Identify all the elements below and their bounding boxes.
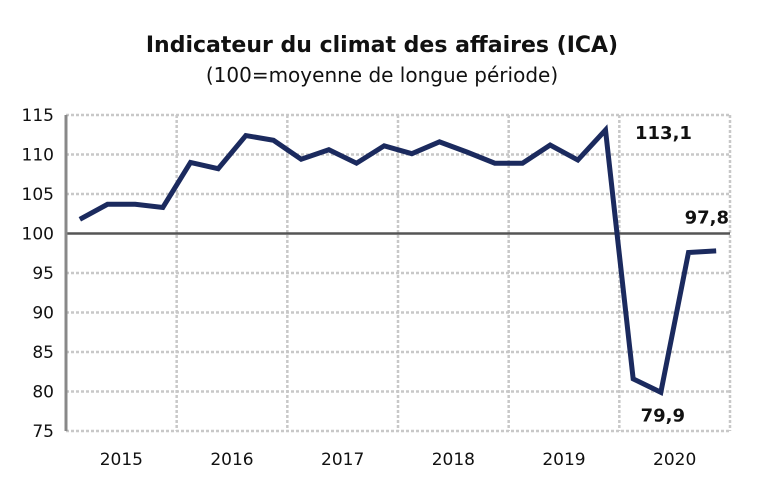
x-tick-label: 2015 [100,450,143,470]
y-tick-label: 105 [22,185,54,205]
y-tick-label: 80 [32,383,54,403]
y-tick-label: 90 [32,304,54,324]
chart-subtitle: (100=moyenne de longue période) [206,63,558,87]
x-tick-label: 2020 [653,450,696,470]
x-tick-label: 2018 [432,450,475,470]
x-tick-label: 2017 [321,450,364,470]
y-tick-label: 115 [22,106,54,126]
data-label: 113,1 [635,123,692,144]
data-label: 97,8 [685,208,729,229]
y-tick-label: 75 [32,422,54,442]
y-tick-label: 95 [32,264,54,284]
x-tick-label: 2016 [210,450,253,470]
x-tick-label: 2019 [542,450,585,470]
y-tick-label: 110 [22,146,54,166]
chart-title: Indicateur du climat des affaires (ICA) [146,33,618,58]
ica-series-line [78,124,717,396]
y-tick-label: 100 [22,225,54,245]
y-tick-label: 85 [32,343,54,363]
data-label: 79,9 [641,405,685,426]
